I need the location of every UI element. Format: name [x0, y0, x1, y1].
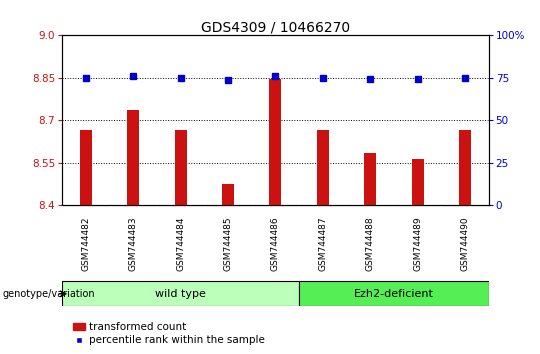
Text: GSM744486: GSM744486 — [271, 216, 280, 271]
Title: GDS4309 / 10466270: GDS4309 / 10466270 — [201, 20, 350, 34]
Bar — [317, 130, 329, 205]
Text: GSM744490: GSM744490 — [461, 216, 469, 271]
Bar — [62, 281, 299, 306]
Text: GSM744485: GSM744485 — [224, 216, 233, 271]
Bar — [222, 184, 234, 205]
Text: Ezh2-deficient: Ezh2-deficient — [354, 289, 434, 299]
Text: genotype/variation: genotype/variation — [3, 289, 96, 299]
Bar — [127, 110, 139, 205]
Legend: transformed count, percentile rank within the sample: transformed count, percentile rank withi… — [73, 322, 265, 345]
Text: GSM744488: GSM744488 — [366, 216, 375, 271]
Text: GSM744489: GSM744489 — [413, 216, 422, 271]
Text: GSM744483: GSM744483 — [129, 216, 138, 271]
Bar — [364, 153, 376, 205]
Text: GSM744484: GSM744484 — [176, 216, 185, 270]
Bar — [269, 79, 281, 205]
Text: GSM744487: GSM744487 — [318, 216, 327, 271]
Bar — [459, 130, 471, 205]
Bar — [174, 130, 186, 205]
Text: GSM744482: GSM744482 — [82, 216, 90, 270]
Text: wild type: wild type — [155, 289, 206, 299]
Bar — [299, 281, 489, 306]
Bar — [411, 159, 423, 205]
Bar — [80, 130, 92, 205]
